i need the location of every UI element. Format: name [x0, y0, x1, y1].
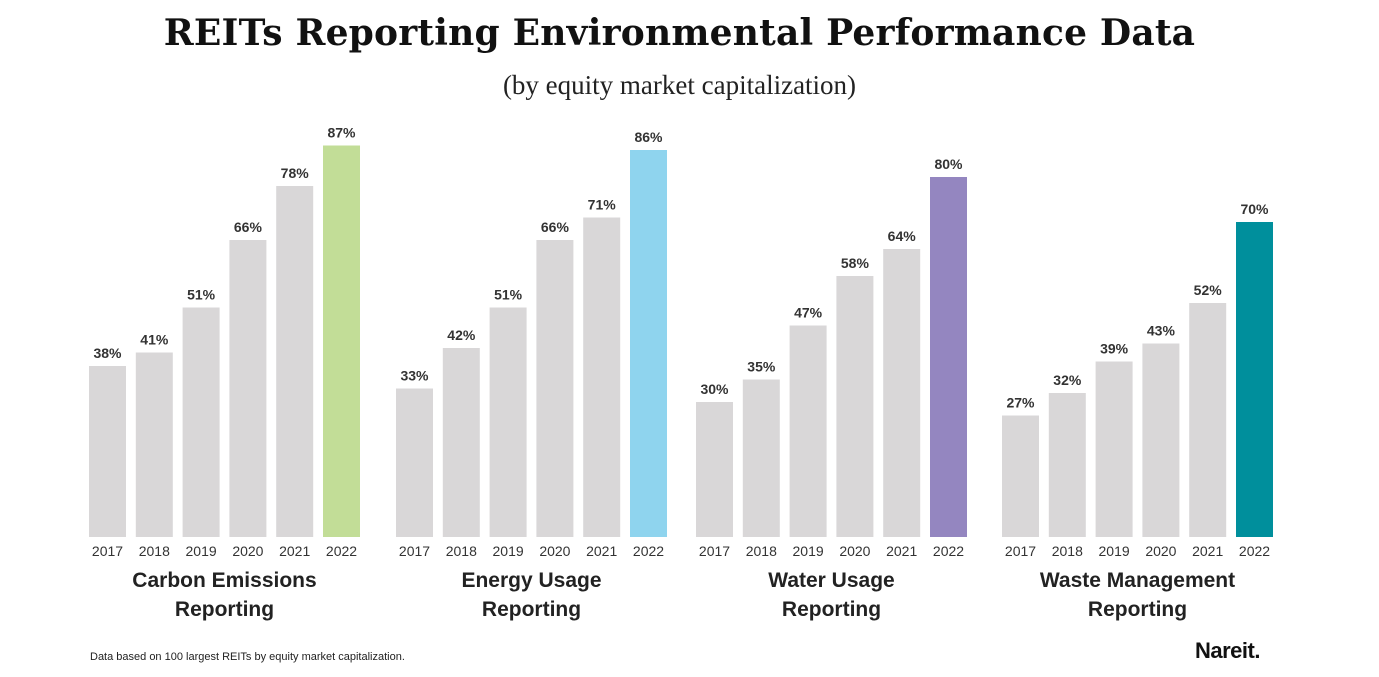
x-tick-label: 2020 [1145, 543, 1176, 559]
x-tick-label: 2021 [1192, 543, 1223, 559]
bar-group-2: 33% 2017 42% 2018 51% 2019 66% 2020 71% 2021 86% 20… [396, 129, 667, 559]
bar-2018 [135, 352, 173, 537]
x-tick-label: 2022 [1239, 543, 1270, 559]
x-tick-label: 2018 [139, 543, 170, 559]
bar-2022 [930, 177, 967, 537]
x-tick-label: 2020 [232, 543, 263, 559]
bar-2018 [742, 379, 780, 537]
data-label: 52% [1194, 282, 1223, 298]
data-label: 71% [588, 197, 617, 213]
chart-group-title: Water Usage Reporting [682, 566, 982, 624]
data-label: 47% [794, 305, 823, 321]
data-label: 70% [1240, 201, 1269, 217]
x-tick-label: 2022 [633, 543, 664, 559]
bar-2020 [1142, 343, 1180, 537]
bar-2017 [89, 366, 126, 537]
x-tick-label: 2017 [92, 543, 123, 559]
chart-group-title-line: Reporting [481, 598, 582, 621]
bar-2021 [883, 249, 921, 537]
chart-group-title-line: Water Usage [768, 569, 895, 592]
data-label: 64% [888, 228, 917, 244]
bar-2018 [442, 348, 480, 537]
bar-2021 [276, 186, 314, 537]
chart-group-title-line: Carbon Emissions [132, 569, 317, 592]
x-tick-label: 2019 [186, 543, 217, 559]
x-tick-label: 2018 [1052, 543, 1083, 559]
chart-group-title-line: Reporting [1087, 598, 1188, 621]
x-tick-label: 2020 [539, 543, 570, 559]
bar-2019 [789, 325, 827, 537]
chart-group-title-line: Energy Usage [461, 569, 602, 592]
x-tick-label: 2022 [933, 543, 964, 559]
bar-2018 [1048, 393, 1086, 537]
chart-group-title-line: Reporting [781, 598, 882, 621]
data-label: 78% [281, 165, 310, 181]
data-label: 51% [187, 287, 216, 303]
nareit-logo: Nareit. [1195, 638, 1260, 663]
bar-2017 [696, 402, 733, 537]
chart-group-title: Carbon Emissions Reporting [75, 566, 375, 624]
x-tick-label: 2020 [839, 543, 870, 559]
data-label: 38% [93, 345, 122, 361]
bar-2019 [182, 307, 220, 537]
x-tick-label: 2018 [446, 543, 477, 559]
bar-group-1: 38% 2017 41% 2018 51% 2019 66% 2020 78% 2021 87% 20… [89, 125, 360, 559]
x-tick-label: 2021 [586, 543, 617, 559]
bar-2022 [323, 145, 360, 537]
data-label: 43% [1147, 323, 1176, 339]
data-label: 39% [1100, 341, 1129, 357]
bar-2017 [396, 388, 433, 537]
bar-group-3: 30% 2017 35% 2018 47% 2019 58% 2020 64% 2021 80% 20… [696, 156, 967, 559]
x-tick-label: 2019 [793, 543, 824, 559]
page-subtitle: (by equity market capitalization) [502, 70, 857, 100]
bar-2021 [1189, 303, 1227, 537]
data-label: 66% [234, 219, 263, 235]
data-label: 51% [494, 287, 523, 303]
data-label: 87% [327, 125, 356, 141]
data-label: 66% [541, 219, 570, 235]
footnote: Data based on 100 largest REITs by equit… [90, 651, 405, 663]
x-tick-label: 2019 [493, 543, 524, 559]
data-label: 32% [1053, 372, 1082, 388]
data-label: 58% [841, 255, 870, 271]
data-label: 27% [1006, 395, 1035, 411]
data-label: 86% [634, 129, 663, 145]
bar-2019 [1095, 361, 1133, 537]
x-tick-label: 2022 [326, 543, 357, 559]
x-tick-label: 2017 [399, 543, 430, 559]
bar-2019 [489, 307, 527, 537]
chart-group-title: Waste Management Reporting [988, 566, 1288, 624]
bar-2020 [229, 240, 267, 537]
chart-group-title-line: Waste Management [1039, 569, 1236, 592]
chart-group-title-line: Reporting [174, 598, 275, 621]
data-label: 80% [934, 156, 963, 172]
page-title: REITs Reporting Environmental Performanc… [163, 12, 1196, 54]
x-tick-label: 2017 [1005, 543, 1036, 559]
x-tick-label: 2019 [1099, 543, 1130, 559]
data-label: 33% [400, 368, 429, 384]
x-tick-label: 2021 [886, 543, 917, 559]
data-label: 41% [140, 332, 169, 348]
bar-2020 [836, 276, 874, 537]
x-tick-label: 2018 [746, 543, 777, 559]
bar-2022 [630, 150, 667, 537]
data-label: 35% [747, 359, 776, 375]
bar-2022 [1236, 222, 1273, 537]
data-label: 30% [700, 381, 729, 397]
data-label: 42% [447, 327, 476, 343]
bar-2020 [536, 240, 574, 537]
x-tick-label: 2021 [279, 543, 310, 559]
bar-group-4: 27% 2017 32% 2018 39% 2019 43% 2020 52% 2021 70% 20… [1002, 201, 1273, 559]
bar-2021 [583, 217, 621, 537]
chart-group-title: Energy Usage Reporting [382, 566, 682, 624]
x-tick-label: 2017 [699, 543, 730, 559]
bar-2017 [1002, 415, 1039, 537]
